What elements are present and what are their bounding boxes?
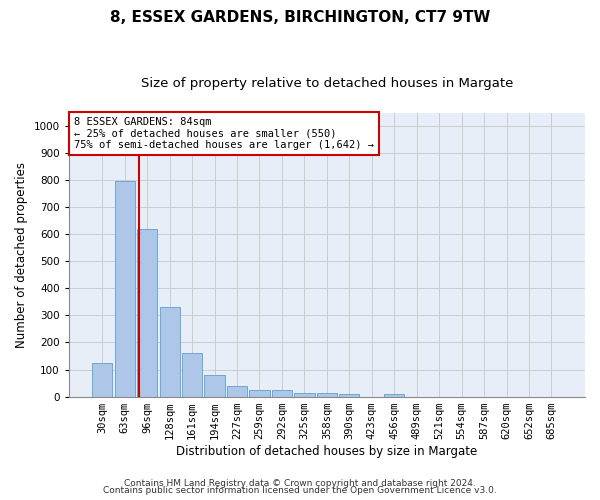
Bar [115, 182, 135, 396]
Bar [137, 229, 157, 396]
Text: 8, ESSEX GARDENS, BIRCHINGTON, CT7 9TW: 8, ESSEX GARDENS, BIRCHINGTON, CT7 9TW [110, 10, 490, 25]
Bar [205, 376, 224, 396]
Bar [250, 390, 269, 396]
Bar [317, 394, 337, 396]
Text: Contains HM Land Registry data © Crown copyright and database right 2024.: Contains HM Land Registry data © Crown c… [124, 478, 476, 488]
Bar [227, 386, 247, 396]
Title: Size of property relative to detached houses in Margate: Size of property relative to detached ho… [140, 78, 513, 90]
Bar [339, 394, 359, 396]
Text: Contains public sector information licensed under the Open Government Licence v3: Contains public sector information licen… [103, 486, 497, 495]
Bar [384, 394, 404, 396]
Bar [294, 392, 314, 396]
Bar [182, 353, 202, 397]
Text: 8 ESSEX GARDENS: 84sqm
← 25% of detached houses are smaller (550)
75% of semi-de: 8 ESSEX GARDENS: 84sqm ← 25% of detached… [74, 117, 374, 150]
Bar [92, 363, 112, 396]
Bar [272, 390, 292, 396]
X-axis label: Distribution of detached houses by size in Margate: Distribution of detached houses by size … [176, 444, 478, 458]
Bar [160, 308, 180, 396]
Y-axis label: Number of detached properties: Number of detached properties [15, 162, 28, 348]
